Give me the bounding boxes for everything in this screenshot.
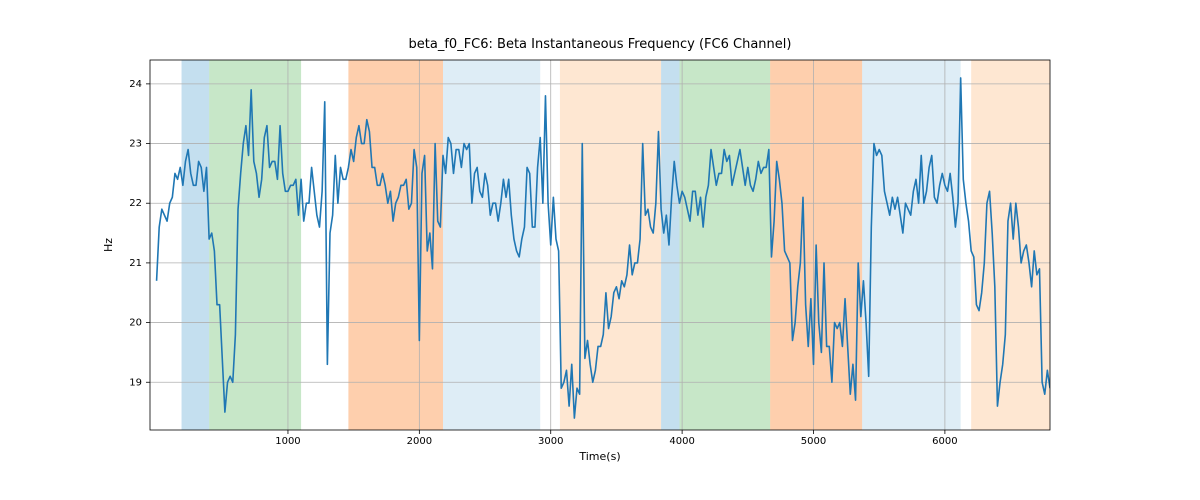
y-axis-label: Hz <box>102 238 115 252</box>
y-tick-label: 22 <box>129 198 142 209</box>
x-tick-label: 6000 <box>932 436 957 447</box>
region-3 <box>443 60 540 430</box>
chart-title: beta_f0_FC6: Beta Instantaneous Frequenc… <box>409 37 792 52</box>
x-tick-label: 2000 <box>407 436 432 447</box>
y-tick-label: 21 <box>129 258 142 269</box>
region-4 <box>560 60 661 430</box>
region-6 <box>679 60 770 430</box>
y-tick-label: 19 <box>129 377 142 388</box>
chart-svg: 1000 2000 3000 4000 5000 6000 19 20 21 22 23 24 Time… <box>0 0 1200 500</box>
y-tick-label: 20 <box>129 318 142 329</box>
y-tick-label: 23 <box>129 139 142 150</box>
x-tick-label: 4000 <box>669 436 694 447</box>
x-tick-label: 5000 <box>801 436 826 447</box>
x-tick-label: 3000 <box>538 436 563 447</box>
x-axis-label: Time(s) <box>578 450 620 463</box>
region-8 <box>862 60 961 430</box>
x-tick-label: 1000 <box>275 436 300 447</box>
region-5 <box>661 60 679 430</box>
region-0 <box>182 60 210 430</box>
y-tick-label: 24 <box>129 79 142 90</box>
chart-container: 1000 2000 3000 4000 5000 6000 19 20 21 22 23 24 Time… <box>0 0 1200 500</box>
region-9 <box>971 60 1050 430</box>
